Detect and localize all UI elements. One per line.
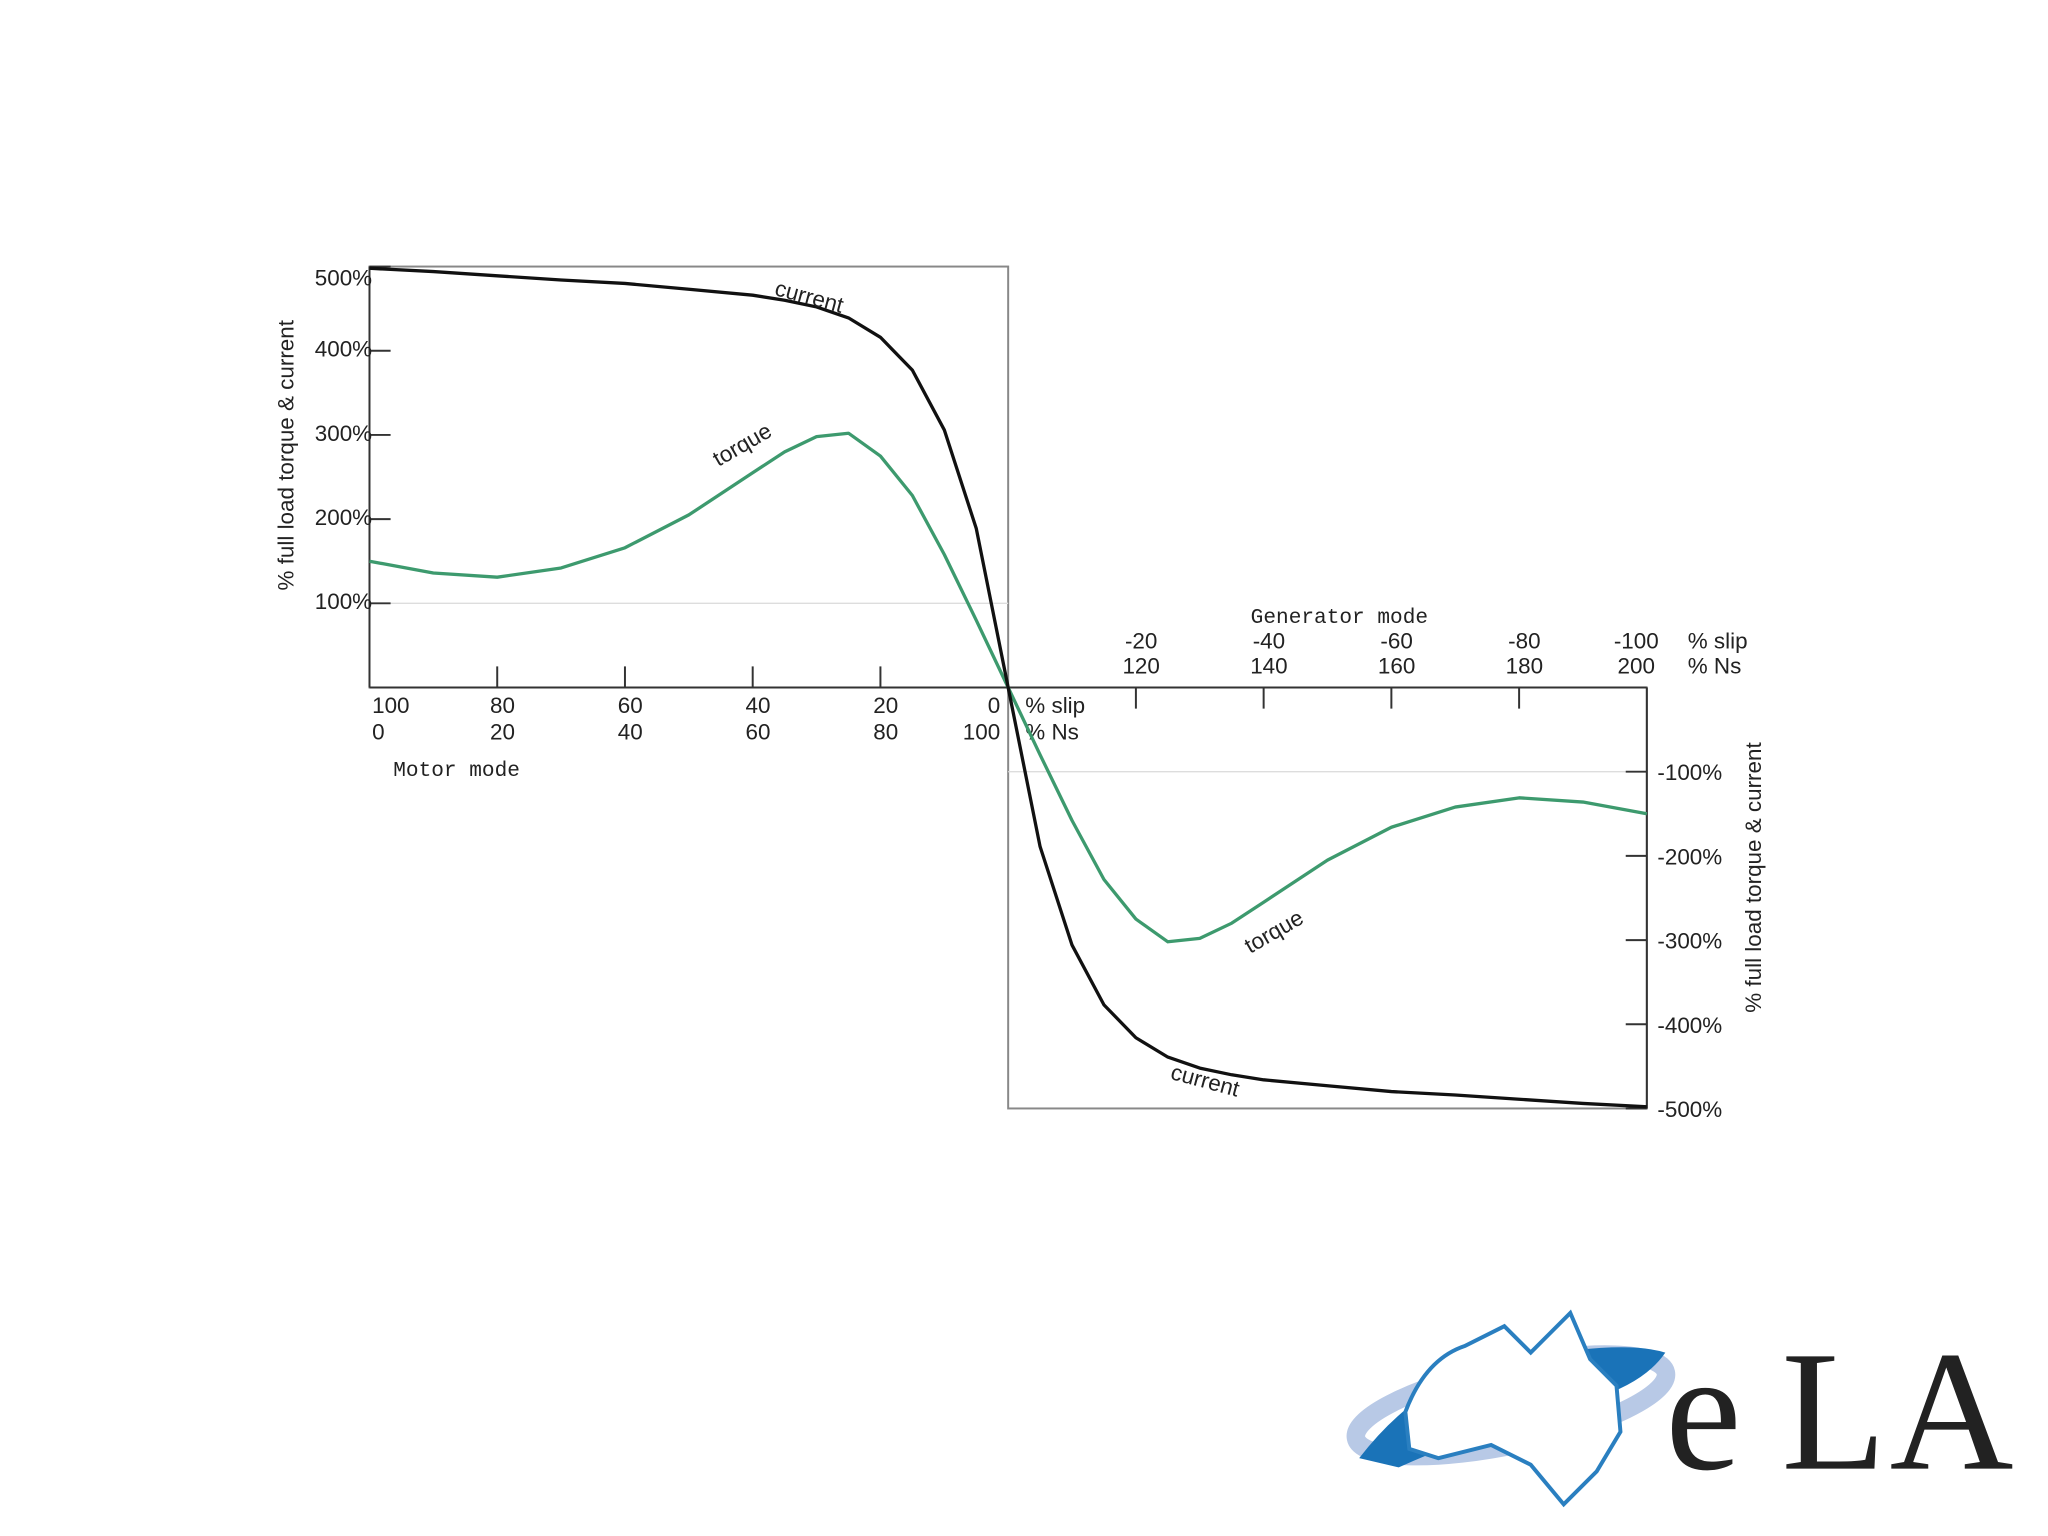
mode-label: Generator mode: [1251, 606, 1428, 630]
logo-letter: L: [1781, 1317, 1886, 1507]
ns-tick-label: 40: [618, 720, 643, 745]
x-tick-label: -20: [1125, 629, 1157, 654]
x-tick-label: 60: [618, 693, 643, 718]
x-tick-label: -80: [1508, 629, 1540, 654]
x-tick-label: 20: [873, 693, 898, 718]
x-tick-label: 80: [490, 693, 515, 718]
slip-label: % slip: [1025, 693, 1085, 718]
logo-letter: A: [1890, 1317, 2014, 1507]
y-tick-label: 100%: [315, 589, 372, 614]
x-tick-label: 40: [745, 693, 770, 718]
ns-tick-label: 140: [1250, 654, 1287, 679]
y-tick-label: 500%: [315, 266, 372, 291]
x-tick-label: -60: [1380, 629, 1412, 654]
y-axis-title: % full load torque & current: [1741, 742, 1766, 1013]
ns-tick-label: 0: [372, 720, 384, 745]
ns-label: % Ns: [1688, 654, 1742, 679]
y-tick-label: -300%: [1657, 929, 1722, 954]
x-tick-label: 100: [372, 693, 409, 718]
logo-letter: e: [1665, 1317, 1741, 1507]
ns-tick-label: 180: [1506, 654, 1543, 679]
series-line: [369, 266, 1647, 1109]
ns-tick-label: 20: [490, 720, 515, 745]
ns-tick-label: 100: [963, 720, 1000, 745]
motor-frame: [368, 265, 1010, 689]
y-axis-title: % full load torque & current: [274, 319, 299, 590]
ns-tick-label: 200: [1618, 654, 1655, 679]
y-tick-label: 300%: [315, 421, 372, 446]
y-tick-label: -500%: [1657, 1097, 1722, 1122]
y-tick-label: -200%: [1657, 844, 1722, 869]
y-tick-label: 400%: [315, 337, 372, 362]
ns-tick-label: 80: [873, 720, 898, 745]
mode-label: Motor mode: [393, 759, 520, 783]
ns-tick-label: 60: [745, 720, 770, 745]
x-tick-label: -40: [1253, 629, 1285, 654]
y-tick-label: 200%: [315, 505, 372, 530]
generator-frame: [1007, 686, 1648, 1110]
curve-label: current: [1168, 1059, 1243, 1101]
x-tick-label: 0: [988, 693, 1000, 718]
y-tick-label: -400%: [1657, 1013, 1722, 1038]
ns-tick-label: 120: [1122, 654, 1159, 679]
logo-map: [1346, 1309, 1676, 1508]
ns-tick-label: 160: [1378, 654, 1415, 679]
slip-label: % slip: [1688, 629, 1748, 654]
curve-label: current: [772, 276, 847, 318]
y-tick-label: -100%: [1657, 760, 1722, 785]
x-tick-label: -100: [1614, 629, 1659, 654]
